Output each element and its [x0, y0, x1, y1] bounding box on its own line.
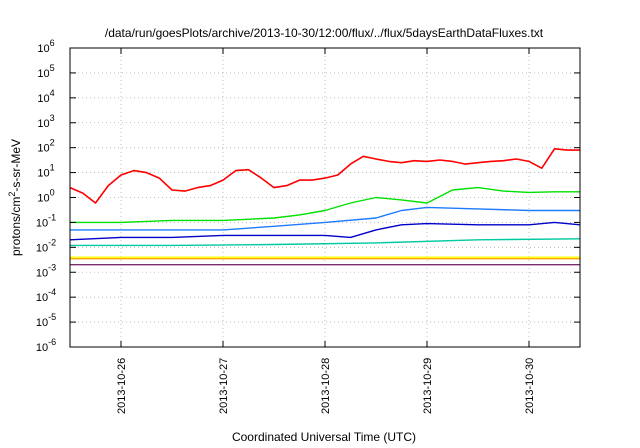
y-tick-label: 10-4 — [36, 287, 56, 304]
y-tick-label: 104 — [37, 88, 54, 105]
y-tick-label: 101 — [37, 163, 54, 180]
series-line-3 — [70, 206, 580, 231]
y-tick-label: 106 — [37, 38, 54, 55]
x-tick-label: 2013-10-30 — [524, 358, 536, 414]
grid — [70, 48, 580, 347]
series-line-5 — [70, 238, 581, 247]
y-tick-label: 102 — [37, 138, 54, 155]
tick-marks — [70, 47, 580, 348]
series-line-1 — [69, 148, 580, 204]
y-tick-label: 10-1 — [36, 212, 56, 229]
y-tick-label: 100 — [37, 188, 54, 205]
series-layer — [69, 148, 581, 266]
y-tick-label: 10-3 — [36, 262, 56, 279]
x-tick-label: 2013-10-26 — [116, 358, 128, 414]
series-line-2 — [70, 186, 580, 224]
x-tick-label: 2013-10-29 — [422, 358, 434, 414]
x-tick-label: 2013-10-27 — [218, 358, 230, 414]
chart-title: /data/run/goesPlots/archive/2013-10-30/1… — [105, 26, 544, 40]
series-line-4 — [69, 221, 581, 241]
y-tick-label: 10-5 — [36, 312, 56, 329]
y-tick-label: 10-2 — [36, 237, 56, 254]
x-tick-label: 2013-10-28 — [320, 358, 332, 414]
x-axis-label: Coordinated Universal Time (UTC) — [232, 430, 416, 444]
y-axis-label: protons/cm2-s-sr-MeV — [7, 139, 23, 256]
y-tick-labels: 10-6 10-5 10-4 10-3 10-2 10-1 100 101 102 103 104 1… — [36, 38, 56, 354]
y-tick-label: 103 — [37, 113, 54, 130]
x-tick-labels: 2013-10-26 2013-10-27 2013-10-28 2013-10-29… — [116, 358, 536, 414]
y-tick-label: 105 — [37, 63, 54, 80]
y-tick-label: 10-6 — [36, 337, 56, 354]
